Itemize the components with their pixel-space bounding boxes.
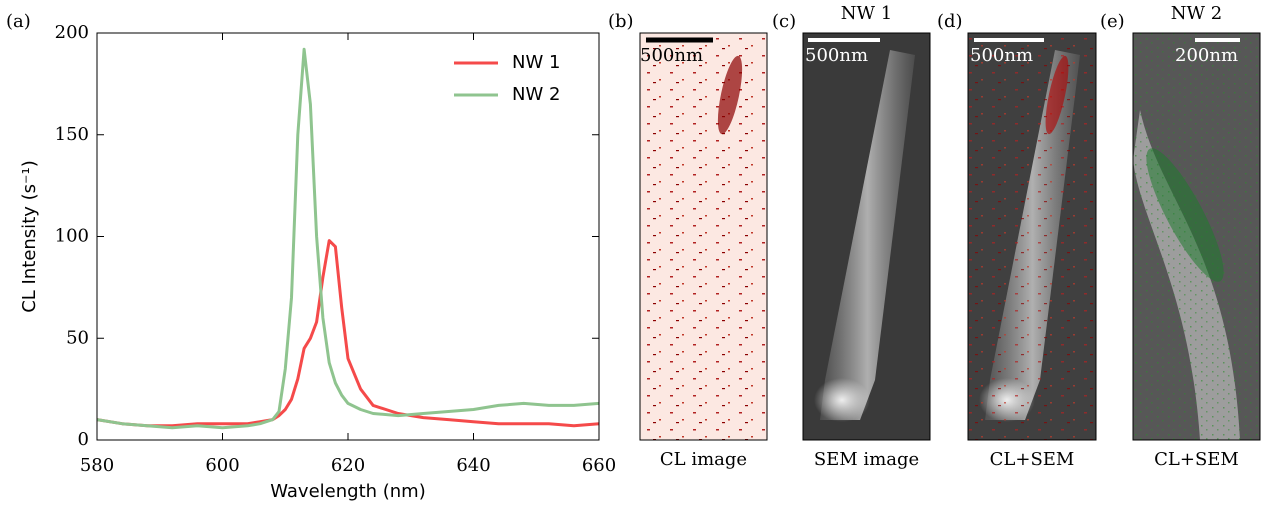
panel-caption: CL image [660,449,747,470]
panel-label: (b) [608,11,634,32]
y-tick-label: 100 [55,226,89,247]
x-tick-label: 580 [80,455,114,476]
series-line [96,239,600,428]
panel-label: (e) [1100,11,1125,32]
y-tick-label: 50 [66,327,89,348]
x-tick-label: 620 [331,455,365,476]
panel-caption: SEM image [814,449,919,470]
panel-caption: CL+SEM [990,449,1075,470]
panel-label: (d) [937,11,963,32]
scale-bar-label: 500nm [970,45,1033,66]
x-axis-label: Wavelength (nm) [270,481,426,502]
scale-bar-label: 500nm [640,45,703,66]
panel-b-image [639,32,768,441]
y-tick-label: 0 [78,429,89,450]
panel-caption: CL+SEM [1154,449,1239,470]
panel-label: (c) [772,11,796,32]
legend-label: NW 2 [512,84,560,105]
legend-label: NW 1 [512,52,560,73]
y-tick-label: 150 [55,124,89,145]
series-line [96,47,600,430]
scale-bar-label: 200nm [1175,45,1238,66]
y-axis-label: CL Intensity (s⁻¹) [19,160,40,313]
x-tick-label: 640 [456,455,490,476]
x-tick-label: 600 [205,455,239,476]
panel-label: (a) [6,11,31,32]
panel-title: NW 2 [1171,3,1222,24]
y-tick-label: 200 [55,22,89,43]
scale-bar-label: 500nm [805,45,868,66]
panel-e-image [1132,32,1261,441]
panel-d-image [967,32,1097,441]
panel-title: NW 1 [841,3,892,24]
plot-frame [96,32,600,441]
x-tick-label: 660 [582,455,616,476]
panel-c-image [802,32,931,441]
